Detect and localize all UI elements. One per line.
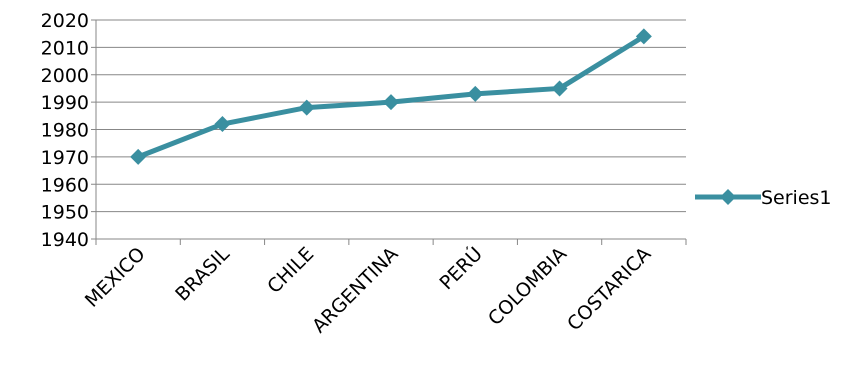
x-tick-label: BRASIL <box>171 243 234 306</box>
data-point-marker <box>467 85 484 102</box>
series-group <box>130 28 652 165</box>
legend-series-marker <box>720 189 736 205</box>
y-tick-label: 1950 <box>41 202 89 224</box>
legend-series-label: Series1 <box>761 187 832 209</box>
y-tick-label: 1990 <box>41 92 89 114</box>
x-tick-label: COSTARICA <box>563 243 655 335</box>
y-tick-label: 2010 <box>41 37 89 59</box>
data-point-marker <box>214 116 231 133</box>
axes <box>91 19 687 245</box>
gridlines <box>96 19 686 213</box>
data-point-marker <box>551 80 568 97</box>
x-tick-label: ARGENTINA <box>308 243 402 337</box>
y-tick-label: 2000 <box>41 65 89 87</box>
y-axis-tick-labels: 1940 1950 1960 1970 1980 1990 2000 2010 2020 <box>41 10 89 251</box>
data-point-marker <box>635 28 652 45</box>
data-point-marker <box>130 148 147 165</box>
x-tick-label: MEXICO <box>81 243 150 312</box>
data-point-marker <box>298 99 315 116</box>
y-tick-label: 2020 <box>41 10 89 32</box>
y-tick-label: 1980 <box>41 120 89 142</box>
x-tick-label: PERÚ <box>434 242 487 295</box>
x-tick-label: CHILE <box>263 243 318 298</box>
data-point-marker <box>383 94 399 111</box>
legend: Series1 <box>695 187 832 209</box>
y-tick-label: 1960 <box>41 174 89 196</box>
y-tick-label: 1940 <box>41 229 89 251</box>
x-tick-label: COLOMBIA <box>484 243 571 330</box>
y-tick-label: 1970 <box>41 147 89 169</box>
